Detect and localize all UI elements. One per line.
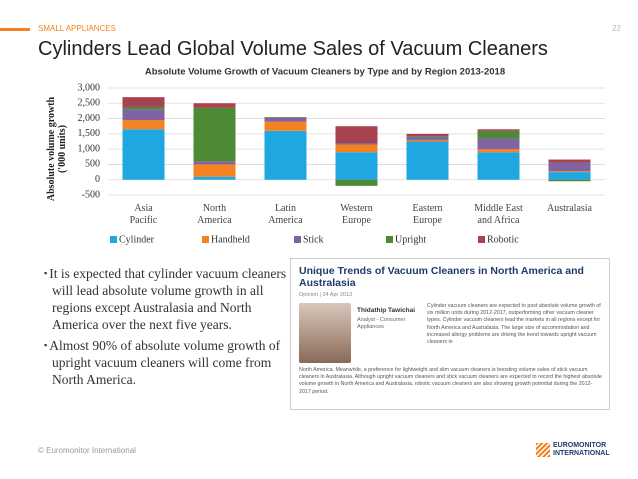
copyright: © Euromonitor International: [38, 446, 136, 455]
bar-segment: [477, 152, 520, 180]
y-tick-label: 3,000: [78, 82, 101, 93]
bar-segment: [193, 176, 236, 180]
y-tick-label: 2,000: [78, 113, 101, 124]
bullet: Almost 90% of absolute volume growth of …: [44, 337, 292, 388]
legend-label: Stick: [303, 234, 324, 245]
y-tick-label: 2,500: [78, 98, 101, 109]
bar-segment: [406, 136, 449, 140]
bar-segment: [264, 121, 307, 131]
bar-segment: [122, 120, 165, 130]
bar-segment: [264, 130, 307, 180]
bar-segment: [264, 117, 307, 122]
legend-swatch: [386, 236, 393, 243]
legend-label: Cylinder: [119, 234, 155, 245]
legend-swatch: [478, 236, 485, 243]
bar-segment: [335, 152, 378, 180]
y-axis-label: Absolute volume growth ('000 units): [46, 96, 68, 202]
logo-mark: [536, 443, 550, 457]
bar-segment: [548, 159, 591, 163]
bullet: It is expected that cylinder vacuum clea…: [44, 265, 292, 333]
bar-segment: [122, 129, 165, 180]
author-name: Thidathip Tawichai: [357, 307, 416, 314]
bar-segment: [406, 141, 449, 180]
chart-title: Absolute Volume Growth of Vacuum Cleaner…: [145, 67, 505, 78]
legend-swatch: [202, 236, 209, 243]
article-body: Cylinder vacuum cleaners are expected to…: [427, 303, 601, 346]
slide-title: Cylinders Lead Global Volume Sales of Va…: [38, 38, 548, 60]
bar-segment: [406, 133, 449, 136]
bar-segment: [477, 130, 520, 139]
bar-segment: [406, 135, 449, 137]
article-title: Unique Trends of Vacuum Cleaners in Nort…: [299, 265, 584, 289]
bar-segment: [264, 117, 307, 118]
x-tick-label: Latin America: [268, 203, 303, 226]
bar-segment: [122, 106, 165, 110]
bar-segment: [193, 161, 236, 165]
bar-segment: [548, 171, 591, 173]
legend-label: Upright: [395, 234, 426, 245]
article-meta: Opinion | 24 Apr 2013: [299, 292, 353, 298]
bar-segment: [406, 139, 449, 142]
bar-segment: [335, 179, 378, 186]
x-tick-label: North America: [197, 203, 232, 226]
logo-text: EUROMONITOR INTERNATIONAL: [553, 442, 610, 457]
legend-swatch: [110, 236, 117, 243]
chart: Absolute Volume Growth of Vacuum Cleaner…: [78, 67, 605, 245]
author-photo: [299, 303, 351, 363]
bar-segment: [122, 97, 165, 107]
bar-segment: [548, 172, 591, 180]
x-tick-label: Western Europe: [340, 203, 373, 226]
legend-label: Handheld: [211, 234, 250, 245]
article-card: Unique Trends of Vacuum Cleaners in Nort…: [290, 258, 610, 410]
bar-segment: [548, 162, 591, 172]
bar-segment: [477, 149, 520, 153]
bar-segment: [335, 143, 378, 145]
bar-segment: [122, 109, 165, 121]
legend-label: Robotic: [487, 234, 519, 245]
y-tick-label: 500: [85, 159, 100, 170]
legend-swatch: [294, 236, 301, 243]
y-tick-label: 1,000: [78, 143, 101, 154]
bar-segment: [548, 179, 591, 182]
page-number: 22: [612, 24, 621, 33]
bar-segment: [193, 107, 236, 162]
x-tick-label: Asia Pacific: [129, 203, 158, 226]
x-tick-label: Middle East and Africa: [474, 203, 523, 226]
x-tick-label: Australasia: [547, 203, 592, 214]
y-tick-label: -500: [82, 189, 100, 200]
accent-bar: [0, 28, 30, 31]
bar-segment: [335, 144, 378, 153]
bar-segment: [193, 164, 236, 177]
bar-segment: [335, 126, 378, 144]
author-role: Analyst - Consumer Appliances: [357, 317, 406, 330]
y-tick-label: 0: [95, 174, 100, 185]
x-tick-label: Eastern Europe: [412, 203, 443, 226]
bar-segment: [193, 103, 236, 108]
bar-segment: [477, 138, 520, 150]
y-tick-label: 1,500: [78, 128, 101, 139]
bar-segment: [477, 129, 520, 131]
bullet-list: It is expected that cylinder vacuum clea…: [44, 265, 292, 392]
section-label: SMALL APPLIANCES: [38, 24, 116, 33]
article-body: North America. Meanwhile, a preference f…: [299, 367, 602, 395]
